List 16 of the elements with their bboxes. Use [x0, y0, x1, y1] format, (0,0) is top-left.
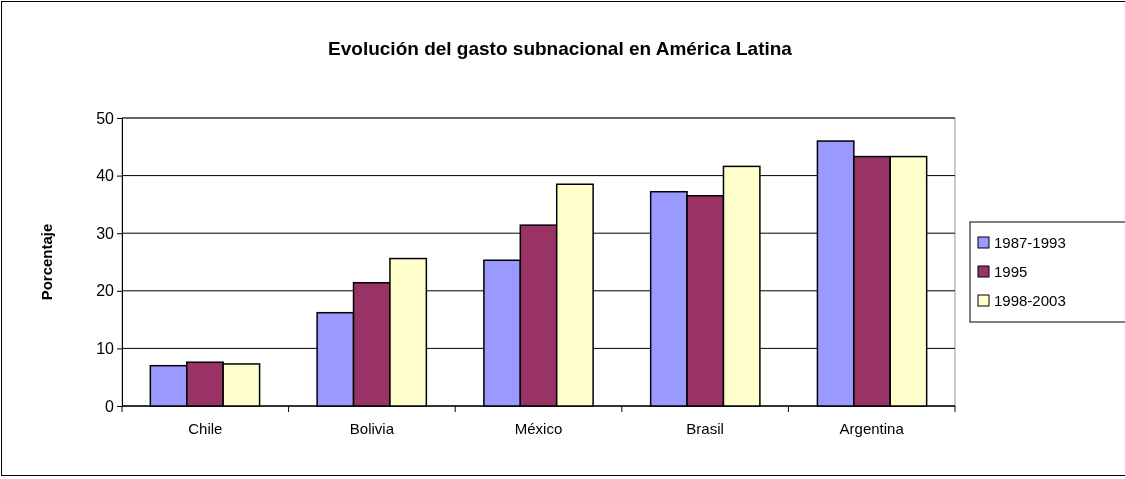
x-tick-label: Argentina [839, 420, 905, 437]
chart-title: Evolución del gasto subnacional en América Latina [328, 38, 793, 59]
x-tick-label: Bolivia [349, 420, 395, 437]
legend-label: 1987-1993 [994, 234, 1066, 251]
y-tick-label: 0 [105, 397, 115, 415]
x-tick-label: México [514, 420, 563, 437]
y-tick-label: 50 [96, 109, 115, 127]
y-tick-label: 30 [96, 224, 115, 242]
y-tick-label: 40 [96, 167, 115, 185]
x-tick-label: Brasil [686, 420, 724, 437]
y-tick-label: 10 [96, 340, 115, 358]
y-tick-label: 20 [96, 282, 115, 300]
legend-label: 1995 [994, 263, 1028, 280]
y-axis-title: Porcentaje [38, 223, 55, 301]
legend-label: 1998-2003 [994, 292, 1066, 309]
x-tick-label: Chile [188, 420, 223, 437]
